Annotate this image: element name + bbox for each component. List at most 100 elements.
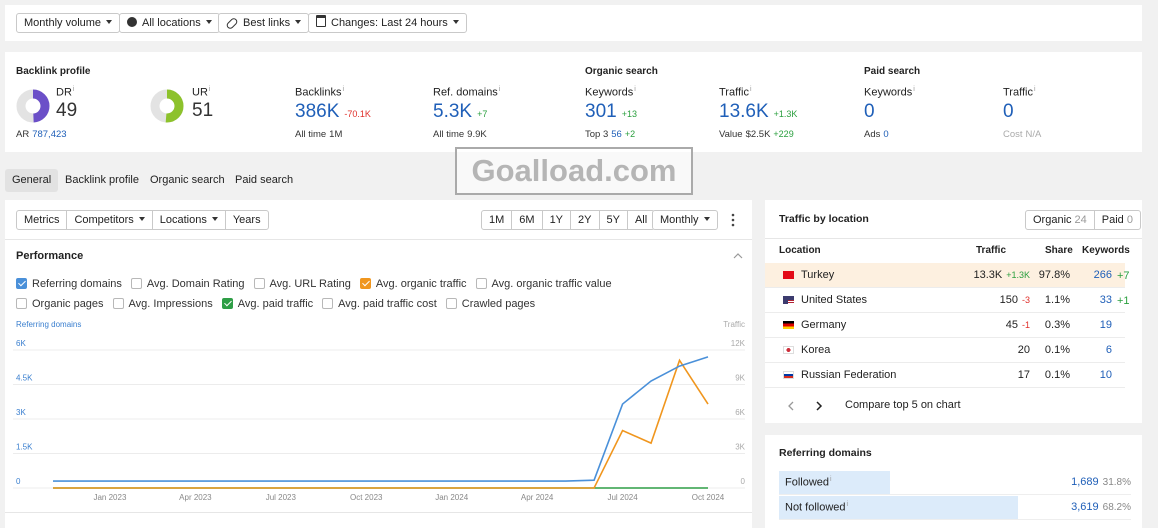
row-values: 3,619 68.2%	[1071, 501, 1131, 513]
metric-value[interactable]: 0	[1003, 101, 1014, 122]
sub-value[interactable]: 0	[883, 129, 889, 140]
divider	[5, 512, 752, 513]
metric-value[interactable]: 301	[585, 101, 617, 122]
mode-button[interactable]: Metrics	[16, 210, 68, 230]
traffic-value: 150	[999, 294, 1018, 306]
keywords-change: +7	[1117, 270, 1130, 282]
sub-line: All time 1M	[295, 129, 342, 140]
metric-label: Keywords	[585, 86, 636, 99]
flag	[783, 321, 794, 329]
count[interactable]: 3,619	[1071, 501, 1099, 513]
volume-filter[interactable]: Monthly volume	[16, 13, 121, 33]
organic-toggle[interactable]: Organic 24	[1025, 210, 1095, 230]
metric-value[interactable]: 386K	[295, 101, 340, 122]
sub-value[interactable]: 787,423	[32, 129, 67, 140]
checkbox	[359, 278, 371, 289]
axis-title: Traffic	[723, 320, 745, 329]
flag	[783, 271, 794, 279]
keywords-value[interactable]: 266	[1093, 269, 1112, 281]
metric-toggle[interactable]: Avg. organic traffic value	[475, 277, 612, 290]
metric-toggle[interactable]: Avg. paid traffic	[221, 297, 314, 310]
mode-button[interactable]: Locations	[151, 210, 226, 230]
mode-button[interactable]: Competitors	[66, 210, 153, 230]
row-label: Followed	[785, 476, 832, 489]
location-row[interactable]: Germany 45 -1 0.3% 19	[765, 313, 1125, 338]
location-row[interactable]: Russian Federation 17 0.1% 10	[765, 363, 1125, 388]
metric-toggle[interactable]: Avg. paid traffic cost	[322, 297, 437, 310]
watermark: Goalload.com	[455, 147, 693, 195]
share-value: 97.8%	[1038, 269, 1070, 281]
metric-toggle[interactable]: Avg. Domain Rating	[130, 277, 245, 290]
metric-toggle[interactable]: Referring domains	[16, 277, 122, 290]
collapse[interactable]	[733, 252, 743, 260]
metric-label: Backlinks	[295, 86, 344, 99]
traffic-cell: 17	[1018, 369, 1030, 381]
x-tick-label: Jan 2023	[93, 493, 126, 502]
keywords-change: +1	[1117, 295, 1130, 307]
row-label: Not followed	[785, 501, 848, 514]
source-toggle: Organic 24 Paid 0	[1025, 210, 1141, 230]
metric-toggle[interactable]: Avg. organic traffic	[359, 277, 467, 290]
location-row[interactable]: Korea 20 0.1% 6	[765, 338, 1125, 363]
sub-line: Top 3 56 +2	[585, 129, 635, 140]
range-button[interactable]: 1M	[481, 210, 513, 230]
metric-toggle[interactable]: Avg. Impressions	[112, 297, 213, 310]
y2-tick-label: 6K	[735, 408, 745, 417]
range-button[interactable]: 1Y	[541, 210, 572, 230]
changes-filter[interactable]: Changes: Last 24 hours	[308, 13, 467, 33]
metric-toggle[interactable]: Crawled pages	[445, 297, 536, 310]
y2-tick-label: 9K	[735, 374, 745, 383]
traffic-value: 13.3K	[973, 269, 1003, 281]
sub-label: All time	[433, 129, 465, 140]
location-row[interactable]: United States 150 -3 1.1% 33 +1	[765, 288, 1130, 313]
traffic-value: 20	[1017, 344, 1030, 356]
metric-toggle[interactable]: Organic pages	[16, 297, 104, 310]
range-button[interactable]: 6M	[511, 210, 543, 230]
paid-toggle[interactable]: Paid 0	[1093, 210, 1141, 230]
sub-value[interactable]: 56	[611, 129, 622, 140]
keywords-value[interactable]: 10	[1099, 369, 1112, 381]
sub-label: Ads	[864, 129, 881, 140]
tab[interactable]: General	[5, 169, 59, 192]
metric-change: -70.1K	[344, 109, 371, 119]
metric-value[interactable]: 0	[864, 101, 875, 122]
tab[interactable]: Organic search	[150, 174, 225, 186]
y2-tick-label: 0	[741, 477, 746, 486]
count[interactable]: 1,689	[1071, 476, 1099, 488]
metric-label: UR	[192, 86, 210, 99]
sub-label: Cost	[1003, 129, 1023, 140]
performance-chart: Referring domains Traffic 0 1.5K 3K 4.5K 6K 0 3K…	[13, 320, 746, 502]
more-menu[interactable]	[729, 212, 737, 228]
toggle-label: Organic	[1033, 214, 1072, 226]
pager[interactable]	[787, 400, 827, 412]
location-row[interactable]: Turkey 13.3K +1.3K 97.8% 266 +7	[765, 263, 1130, 288]
keywords-value[interactable]: 33	[1099, 294, 1112, 306]
metric-value[interactable]: 13.6K	[719, 101, 769, 122]
location-filter[interactable]: All locations	[119, 13, 220, 33]
y2-tick-label: 12K	[731, 339, 746, 348]
metric-label: Avg. paid traffic	[237, 297, 314, 310]
share-label: 31.8%	[1102, 477, 1131, 488]
flag	[783, 346, 794, 354]
tab[interactable]: Backlink profile	[65, 174, 139, 186]
tab[interactable]: Paid search	[235, 174, 294, 186]
range-button[interactable]: 5Y	[598, 210, 628, 230]
metric-value[interactable]: 5.3K	[433, 101, 473, 122]
metric-label: Crawled pages	[461, 297, 536, 310]
range-button[interactable]: 2Y	[570, 210, 600, 230]
links-filter[interactable]: Best links	[218, 13, 310, 33]
checkbox	[16, 298, 27, 309]
sub-value: $2.5K	[745, 129, 771, 140]
metric-toggle[interactable]: Avg. URL Rating	[253, 277, 351, 290]
checkbox	[221, 298, 233, 309]
keywords-value[interactable]: 19	[1099, 319, 1112, 331]
share-value: 0.1%	[1044, 344, 1070, 356]
range-button[interactable]: All	[626, 210, 656, 230]
compare-link[interactable]: Compare top 5 on chart	[845, 399, 961, 411]
dr-donut	[16, 89, 50, 123]
interval-select[interactable]: Monthly	[652, 210, 718, 230]
keywords-value[interactable]: 6	[1105, 344, 1112, 356]
divider	[5, 239, 752, 240]
mode-button[interactable]: Years	[224, 210, 269, 230]
